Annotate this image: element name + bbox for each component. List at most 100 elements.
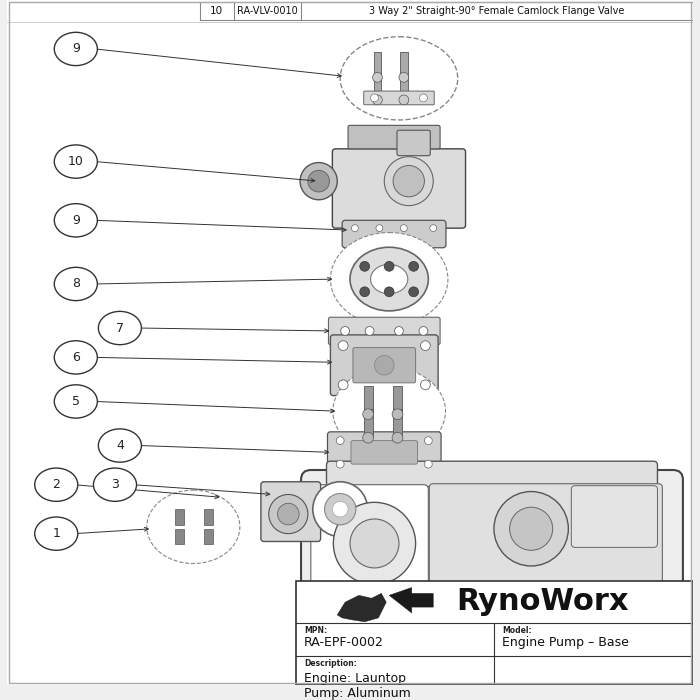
- FancyBboxPatch shape: [571, 486, 657, 547]
- Circle shape: [372, 73, 382, 83]
- Circle shape: [424, 437, 433, 444]
- Text: Pump: Aluminum: Pump: Aluminum: [304, 687, 411, 700]
- Text: 8: 8: [72, 277, 80, 290]
- Ellipse shape: [35, 517, 78, 550]
- Circle shape: [376, 225, 383, 232]
- Circle shape: [419, 94, 428, 102]
- Ellipse shape: [333, 368, 445, 455]
- Circle shape: [363, 433, 374, 443]
- Ellipse shape: [370, 265, 408, 294]
- FancyBboxPatch shape: [328, 317, 440, 344]
- FancyBboxPatch shape: [640, 600, 667, 622]
- Circle shape: [430, 225, 437, 232]
- Circle shape: [409, 261, 419, 271]
- Circle shape: [372, 95, 382, 105]
- Circle shape: [336, 460, 344, 468]
- Circle shape: [363, 409, 374, 419]
- Circle shape: [399, 95, 409, 105]
- Ellipse shape: [55, 267, 97, 300]
- Circle shape: [392, 409, 403, 419]
- Bar: [296, 581, 693, 685]
- Bar: [364, 386, 372, 413]
- Bar: [374, 52, 382, 76]
- FancyBboxPatch shape: [342, 220, 446, 248]
- Polygon shape: [337, 594, 386, 622]
- Text: 9: 9: [72, 214, 80, 227]
- Bar: [400, 74, 408, 98]
- Ellipse shape: [55, 204, 97, 237]
- Ellipse shape: [330, 232, 448, 326]
- Text: 4: 4: [116, 439, 124, 452]
- Circle shape: [350, 519, 399, 568]
- Text: Engine Pump – Base: Engine Pump – Base: [503, 636, 629, 650]
- Circle shape: [399, 73, 409, 83]
- Circle shape: [409, 287, 419, 297]
- Circle shape: [325, 494, 356, 525]
- Ellipse shape: [384, 157, 433, 206]
- Ellipse shape: [277, 503, 299, 525]
- Ellipse shape: [55, 32, 97, 66]
- Bar: [204, 509, 213, 525]
- Polygon shape: [389, 587, 433, 613]
- Text: MPN:: MPN:: [304, 626, 327, 634]
- FancyBboxPatch shape: [348, 125, 440, 149]
- Ellipse shape: [55, 385, 97, 418]
- Circle shape: [421, 341, 430, 351]
- Ellipse shape: [300, 162, 337, 199]
- Bar: [175, 509, 183, 525]
- Circle shape: [333, 503, 416, 584]
- Text: 10: 10: [68, 155, 84, 168]
- Ellipse shape: [308, 170, 330, 192]
- Bar: [364, 410, 372, 437]
- Circle shape: [360, 261, 370, 271]
- Circle shape: [370, 94, 379, 102]
- Text: Description:: Description:: [304, 659, 357, 668]
- Circle shape: [338, 380, 348, 390]
- Ellipse shape: [98, 429, 141, 462]
- Ellipse shape: [340, 36, 458, 120]
- Circle shape: [424, 460, 433, 468]
- Circle shape: [374, 356, 394, 375]
- Text: 9: 9: [72, 43, 80, 55]
- FancyBboxPatch shape: [429, 484, 662, 603]
- Text: RynoWorx: RynoWorx: [456, 587, 629, 616]
- Text: 7: 7: [116, 321, 124, 335]
- Bar: [374, 74, 382, 98]
- Circle shape: [338, 341, 348, 351]
- Text: RA-EPF-0002: RA-EPF-0002: [304, 636, 384, 650]
- Text: Engine: Launtop: Engine: Launtop: [304, 672, 406, 685]
- FancyBboxPatch shape: [364, 91, 434, 105]
- Text: Model:: Model:: [503, 626, 532, 634]
- Ellipse shape: [55, 145, 97, 178]
- Bar: [400, 52, 408, 76]
- Text: 5: 5: [72, 395, 80, 408]
- Text: 3 Way 2" Straight-90° Female Camlock Flange Valve: 3 Way 2" Straight-90° Female Camlock Fla…: [369, 6, 624, 16]
- Ellipse shape: [393, 165, 424, 197]
- Text: 1: 1: [52, 527, 60, 540]
- Ellipse shape: [147, 490, 240, 564]
- Bar: [393, 386, 402, 413]
- Circle shape: [332, 501, 348, 517]
- FancyBboxPatch shape: [330, 335, 438, 395]
- Circle shape: [400, 225, 407, 232]
- Text: 10: 10: [210, 6, 223, 16]
- Ellipse shape: [35, 468, 78, 501]
- Ellipse shape: [350, 247, 428, 311]
- Circle shape: [421, 380, 430, 390]
- Circle shape: [384, 287, 394, 297]
- Bar: [175, 528, 183, 545]
- FancyBboxPatch shape: [311, 484, 428, 602]
- FancyBboxPatch shape: [261, 482, 321, 542]
- FancyBboxPatch shape: [397, 130, 430, 155]
- Circle shape: [395, 327, 403, 335]
- Text: 3: 3: [111, 478, 119, 491]
- Circle shape: [419, 327, 428, 335]
- Circle shape: [365, 327, 374, 335]
- Text: 6: 6: [72, 351, 80, 364]
- Bar: [204, 528, 213, 545]
- FancyBboxPatch shape: [316, 600, 344, 622]
- Circle shape: [351, 225, 358, 232]
- Text: 2: 2: [52, 478, 60, 491]
- Circle shape: [510, 508, 553, 550]
- FancyBboxPatch shape: [332, 149, 466, 228]
